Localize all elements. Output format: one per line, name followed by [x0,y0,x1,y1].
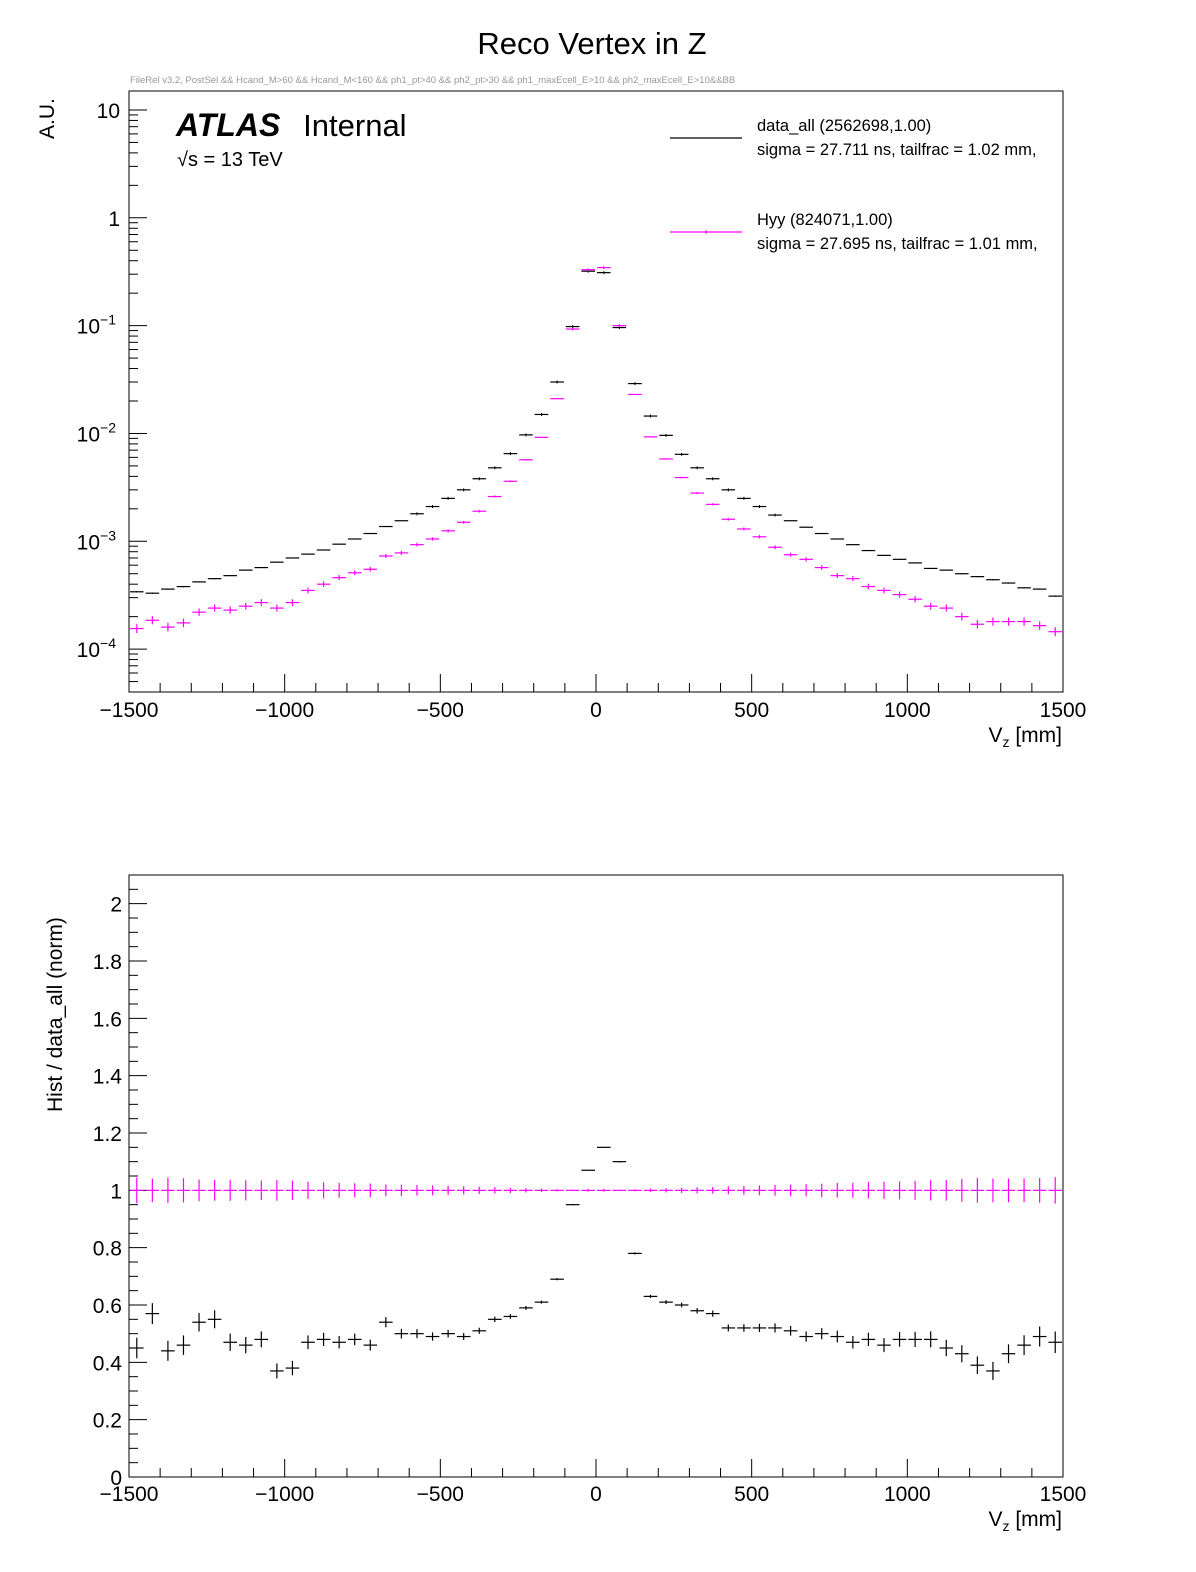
ratio-x-tick-label: −1500 [100,1483,159,1506]
top-x-tick-label: 0 [590,699,602,722]
top-y-tick-exp: −4 [100,635,116,651]
top-y-tick-base: 10 [77,423,100,446]
ratio-y-tick-label: 1.2 [93,1123,122,1146]
top-x-axis-var: V [988,724,1002,747]
ratio-y-tick-label: 1.8 [93,951,122,974]
top-x-tick-label: 500 [734,699,769,722]
legend-entry-hyy: Hyy (824071,1.00) [757,211,893,229]
top-data-marks [130,266,1062,637]
ratio-x-tick-label: 0 [590,1483,602,1506]
top-x-tick-label: −1500 [100,699,159,722]
ratio-y-tick-label: 1.4 [93,1066,123,1089]
ratio-y-tick-label: 0 [110,1467,122,1490]
top-x-axis-sub: z [1003,734,1010,750]
atlas-bold: ATLAS [175,107,281,143]
top-y-axis-title: A.U. [36,98,59,139]
ratio-x-tick-label: −500 [417,1483,464,1506]
top-x-axis-title: Vz [mm] [988,724,1062,750]
chart-title: Reco Vertex in Z [477,26,706,61]
legend: data_all (2562698,1.00) sigma = 27.711 n… [670,117,1038,253]
top-y-tick-label: 10−2 [77,419,117,446]
top-y-tick-exp: −1 [100,312,116,328]
top-x-axis-unit: [mm] [1010,724,1063,747]
top-x-tick-label: −500 [417,699,464,722]
ratio-y-tick-label: 0.6 [93,1295,122,1318]
ratio-y-tick-label: 0.8 [93,1238,122,1261]
top-y-tick-exp: −2 [100,419,116,435]
top-y-tick-label: 10−3 [77,527,117,554]
top-axes: −1500 −1000 −500 0 500 1000 150010110−110−210−… [77,100,1087,722]
top-x-tick-label: 1000 [884,699,931,722]
top-y-tick-base: 10 [77,639,100,662]
top-y-tick-label: 1 [108,208,120,231]
top-y-tick-base: 10 [77,531,100,554]
ratio-axes: −1500 −1000 −500 0 500 1000 1500 0 0.2 0.4 0.6 0.8 1… [93,874,1087,1506]
top-y-tick-exp: −3 [100,527,116,543]
legend-detail-data-all: sigma = 27.711 ns, tailfrac = 1.02 mm, [757,141,1036,159]
ratio-x-tick-label: 1000 [884,1483,931,1506]
ratio-data-marks [130,1146,1062,1380]
ratio-y-tick-label: 0.2 [93,1410,122,1433]
top-y-tick-label: 10−1 [77,312,117,339]
ratio-x-axis-unit: [mm] [1010,1508,1063,1531]
top-plot-frame [128,90,1064,693]
ratio-x-axis-sub: z [1003,1518,1010,1534]
top-x-tick-label: 1500 [1040,699,1087,722]
chart-subtitle: FileRel v3.2, PostSel && Hcand_M>60 && H… [130,75,735,86]
atlas-status: Internal [303,108,406,143]
ratio-x-axis-title: Vz [mm] [988,1508,1062,1534]
ratio-y-tick-label: 1 [110,1180,122,1203]
legend-detail-hyy: sigma = 27.695 ns, tailfrac = 1.01 mm, [757,235,1038,253]
top-y-tick-label: 10 [97,100,120,123]
ratio-x-axis-var: V [988,1508,1002,1531]
ratio-x-tick-label: 1500 [1040,1483,1087,1506]
atlas-label: ATLAS Internal [175,107,407,143]
legend-entry-data-all: data_all (2562698,1.00) [757,117,931,135]
ratio-y-tick-label: 2 [110,894,122,917]
ratio-y-tick-label: 1.6 [93,1008,122,1031]
top-x-tick-label: −1000 [255,699,314,722]
ratio-x-tick-label: 500 [734,1483,769,1506]
ratio-y-axis-title: Hist / data_all (norm) [44,917,67,1112]
ratio-y-tick-label: 0.4 [93,1352,123,1375]
energy-label: √s = 13 TeV [177,149,283,171]
top-y-tick-base: 10 [77,316,100,339]
ratio-x-tick-label: −1000 [255,1483,314,1506]
top-y-tick-label: 10−4 [77,635,117,662]
ratio-plot-frame [128,874,1064,1478]
